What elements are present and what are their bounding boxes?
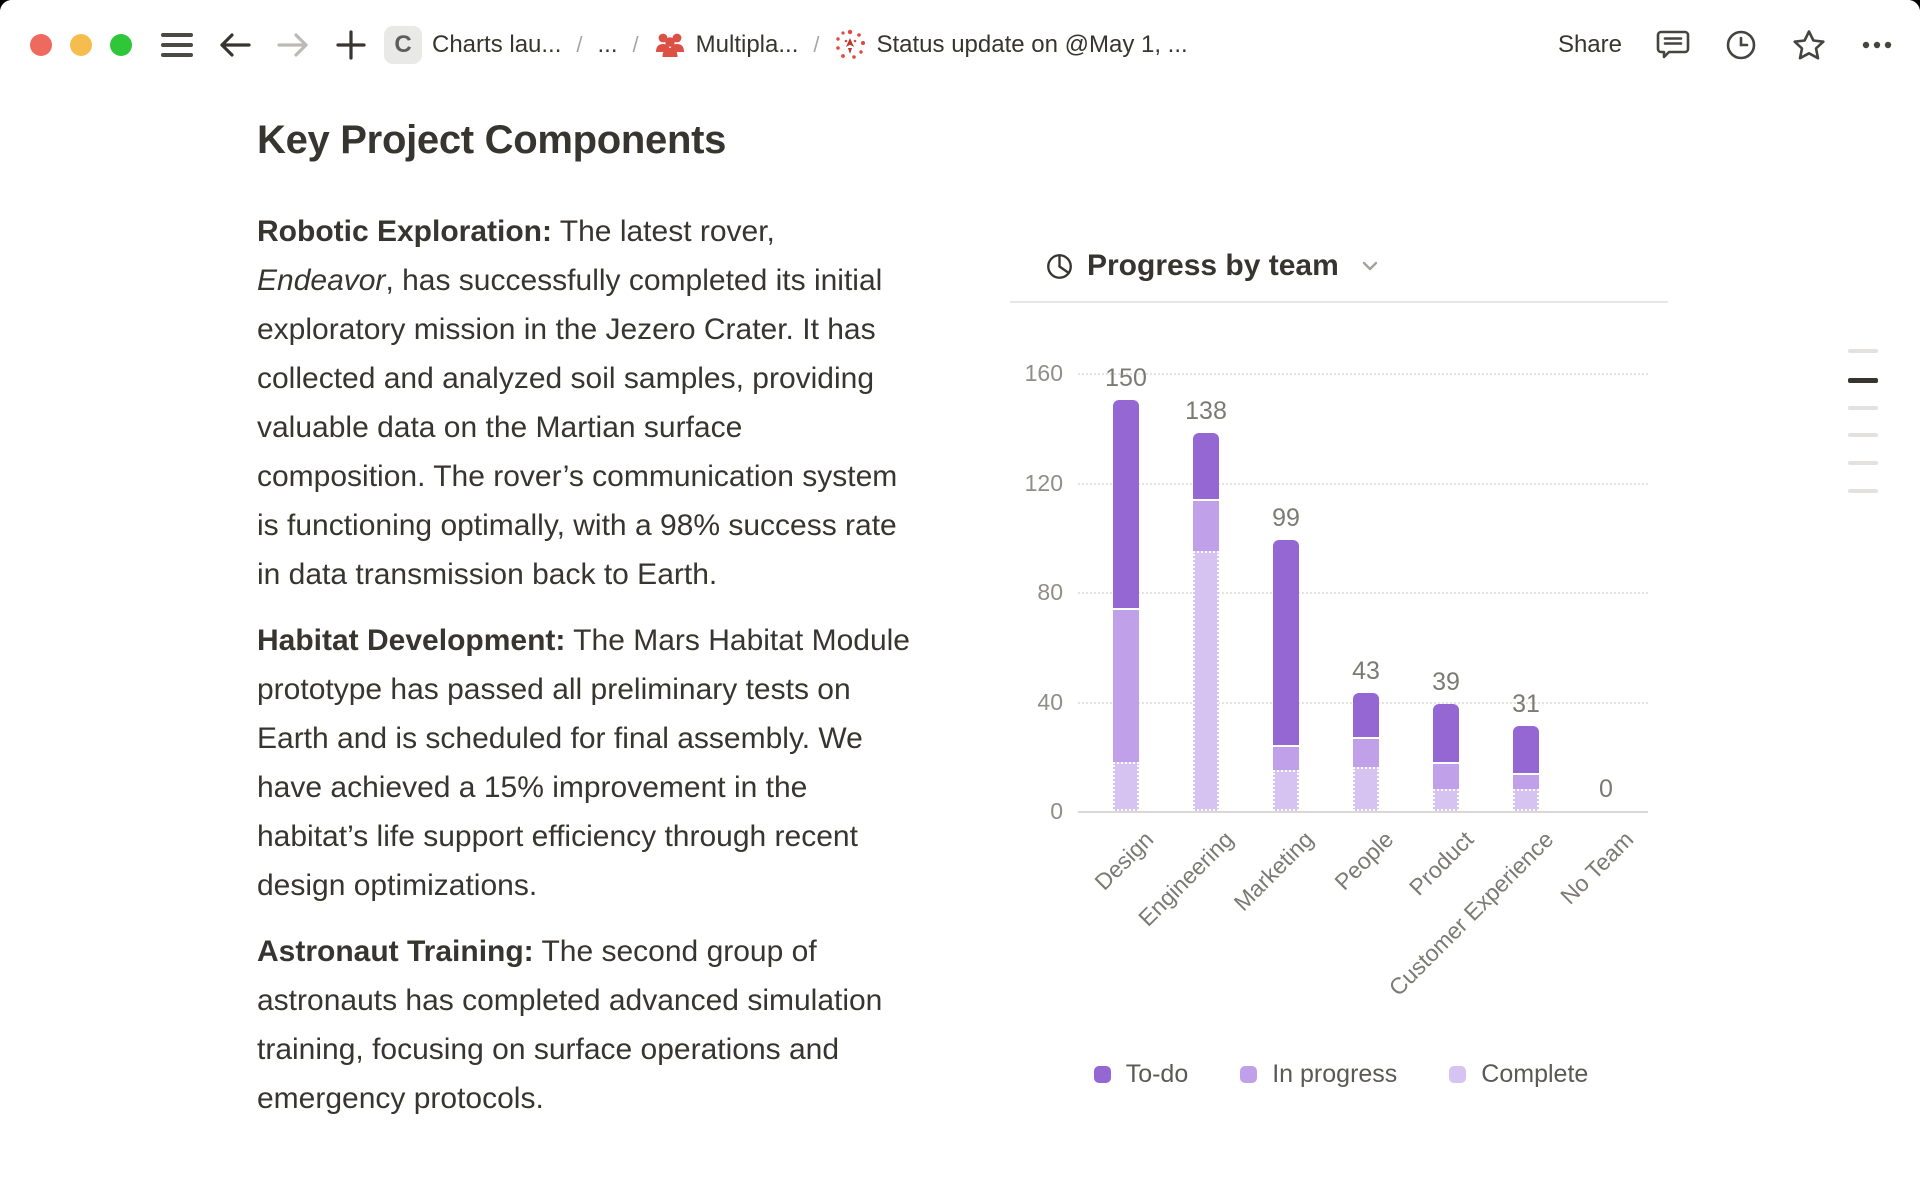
page-title[interactable]: Key Project Components bbox=[257, 118, 727, 162]
legend-item[interactable]: In progress bbox=[1240, 1060, 1397, 1089]
gridline bbox=[1078, 592, 1648, 594]
outline-rail-item[interactable] bbox=[1848, 461, 1878, 465]
paragraph-lead: Astronaut Training: bbox=[257, 935, 534, 968]
bar-segment-in-progress[interactable] bbox=[1273, 745, 1299, 770]
bar-segment-to-do[interactable] bbox=[1353, 693, 1379, 738]
outline-rail-item[interactable] bbox=[1848, 489, 1878, 493]
legend-swatch bbox=[1093, 1066, 1111, 1083]
bar-segment-in-progress[interactable] bbox=[1433, 761, 1459, 790]
title-bar: C Charts lau... / ... / Multipla... / bbox=[0, 0, 1920, 90]
breadcrumb-workspace[interactable]: C Charts lau... bbox=[384, 26, 561, 64]
body-text: , has successfully completed its initial… bbox=[257, 264, 898, 591]
bar-segment-complete[interactable] bbox=[1353, 767, 1379, 811]
bar-total-label: 99 bbox=[1272, 503, 1300, 532]
close-window-button[interactable] bbox=[30, 34, 52, 56]
minimize-window-button[interactable] bbox=[70, 34, 92, 56]
paragraph-lead: Robotic Exploration: bbox=[257, 215, 552, 248]
breadcrumb-separator: / bbox=[632, 32, 639, 57]
pie-chart-icon bbox=[1046, 253, 1073, 280]
outline-rail-item[interactable] bbox=[1848, 406, 1878, 410]
body-text: The latest rover, bbox=[552, 215, 775, 248]
page-fireworks-icon bbox=[834, 29, 866, 61]
chart-legend: To-do In progress Complete bbox=[1010, 1060, 1672, 1089]
outline-rail-item[interactable] bbox=[1848, 349, 1878, 353]
chart-title-dropdown[interactable]: Progress by team bbox=[1046, 244, 1381, 288]
sidebar-menu-icon[interactable] bbox=[160, 28, 194, 62]
comments-icon[interactable] bbox=[1656, 28, 1690, 62]
chart-divider bbox=[1010, 301, 1668, 303]
body-text: The second group of astronauts has compl… bbox=[257, 935, 883, 1115]
bar-segment-to-do[interactable] bbox=[1113, 400, 1139, 609]
window-controls bbox=[30, 34, 132, 56]
gridline bbox=[1078, 373, 1648, 375]
y-axis-tick-label: 0 bbox=[1050, 798, 1063, 824]
bar-segment-to-do[interactable] bbox=[1433, 704, 1459, 762]
bar-segment-to-do[interactable] bbox=[1273, 539, 1299, 746]
breadcrumb-teamspace[interactable]: Multipla... bbox=[654, 30, 799, 60]
bar-segment-complete[interactable] bbox=[1513, 789, 1539, 811]
breadcrumb-page-label: Status update on @May 1, ... bbox=[876, 31, 1188, 58]
document-body: Key Project Components Robotic Explorati… bbox=[257, 118, 917, 1140]
breadcrumb: C Charts lau... / ... / Multipla... / bbox=[384, 0, 1188, 90]
bar-segment-complete[interactable] bbox=[1433, 789, 1459, 811]
workspace-chip-icon: C bbox=[384, 26, 422, 64]
bar-segment-in-progress[interactable] bbox=[1113, 608, 1139, 762]
paragraph-lead: Habitat Development: bbox=[257, 624, 566, 657]
outline-rail-item[interactable] bbox=[1848, 433, 1878, 437]
breadcrumb-teamspace-label: Multipla... bbox=[695, 31, 799, 58]
teamspace-people-icon bbox=[654, 30, 686, 60]
paragraph[interactable]: Astronaut Training: The second group of … bbox=[257, 927, 917, 1123]
breadcrumb-separator: / bbox=[813, 32, 820, 57]
legend-item[interactable]: Complete bbox=[1449, 1060, 1588, 1089]
bar-total-label: 0 bbox=[1599, 775, 1613, 803]
bar-total-label: 138 bbox=[1185, 397, 1227, 426]
back-arrow-icon[interactable] bbox=[218, 28, 252, 62]
bar-segment-complete[interactable] bbox=[1273, 769, 1299, 811]
gridline bbox=[1078, 482, 1648, 485]
paragraph[interactable]: Habitat Development: The Mars Habitat Mo… bbox=[257, 616, 917, 910]
italic-text: Endeavor bbox=[257, 264, 386, 297]
outline-rail-item[interactable] bbox=[1848, 378, 1878, 383]
breadcrumb-page[interactable]: Status update on @May 1, ... bbox=[834, 29, 1188, 61]
share-button[interactable]: Share bbox=[1557, 31, 1622, 58]
paragraph[interactable]: Robotic Exploration: The latest rover, E… bbox=[257, 207, 917, 599]
zoom-window-button[interactable] bbox=[110, 34, 132, 56]
body-text: The Mars Habitat Module prototype has pa… bbox=[257, 624, 910, 902]
breadcrumb-workspace-label: Charts lau... bbox=[432, 31, 562, 58]
bar-segment-complete[interactable] bbox=[1193, 550, 1219, 811]
more-options-icon[interactable] bbox=[1860, 28, 1894, 62]
legend-label: To-do bbox=[1125, 1060, 1189, 1088]
history-clock-icon[interactable] bbox=[1724, 28, 1758, 62]
bar-total-label: 31 bbox=[1512, 690, 1540, 719]
bar-segment-in-progress[interactable] bbox=[1193, 498, 1219, 551]
legend-swatch bbox=[1449, 1066, 1467, 1083]
breadcrumb-collapsed-button[interactable]: ... bbox=[597, 31, 618, 58]
bar-segment-in-progress[interactable] bbox=[1353, 737, 1379, 768]
chevron-down-icon bbox=[1359, 255, 1381, 277]
legend-label: In progress bbox=[1272, 1060, 1398, 1088]
forward-arrow-icon[interactable] bbox=[276, 28, 310, 62]
new-page-plus-icon[interactable] bbox=[334, 28, 368, 62]
chart-title: Progress by team bbox=[1087, 249, 1339, 282]
bar-segment-to-do[interactable] bbox=[1193, 433, 1219, 499]
bar-total-label: 150 bbox=[1105, 364, 1147, 393]
bar-segment-complete[interactable] bbox=[1113, 761, 1139, 811]
legend-item[interactable]: To-do bbox=[1093, 1060, 1189, 1089]
x-axis-line bbox=[1078, 811, 1648, 813]
y-axis-tick-label: 160 bbox=[1024, 360, 1063, 386]
y-axis-tick-label: 120 bbox=[1024, 469, 1063, 496]
breadcrumb-separator: / bbox=[576, 32, 583, 57]
bar-total-label: 39 bbox=[1432, 668, 1460, 697]
legend-swatch bbox=[1240, 1066, 1258, 1083]
bar-total-label: 43 bbox=[1352, 657, 1380, 686]
chart-block: Progress by team 0 40 80 120 160 150 Design 138… bbox=[1010, 230, 1672, 1120]
bar-segment-in-progress[interactable] bbox=[1513, 772, 1539, 790]
legend-label: Complete bbox=[1481, 1060, 1589, 1088]
y-axis-tick-label: 40 bbox=[1037, 688, 1063, 715]
bar-segment-to-do[interactable] bbox=[1513, 726, 1539, 773]
y-axis-tick-label: 80 bbox=[1037, 579, 1063, 605]
favorite-star-icon[interactable] bbox=[1792, 28, 1826, 62]
